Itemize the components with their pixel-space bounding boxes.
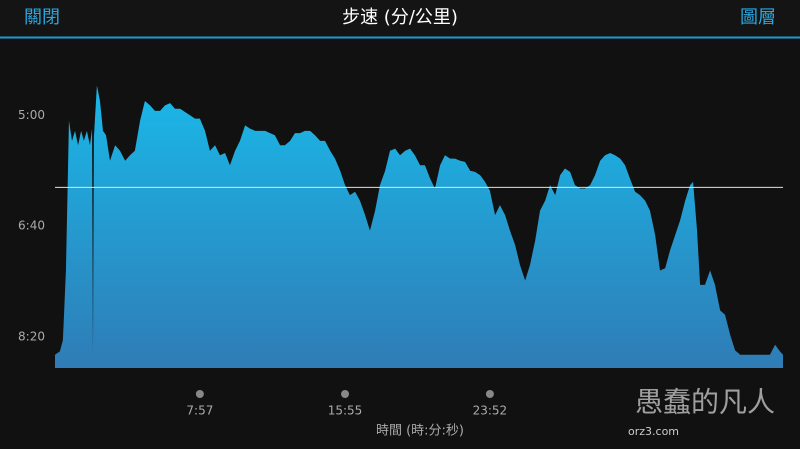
close-button[interactable]: 關閉: [24, 7, 60, 28]
x-tick-dot: [485, 390, 494, 398]
layers-button[interactable]: 圖層: [740, 7, 776, 28]
pace-area: [55, 85, 783, 368]
x-tick-label: 7:57: [186, 404, 213, 418]
x-tick-dot: [195, 390, 204, 398]
x-tick-label: 15:55: [328, 404, 363, 418]
watermark-site: orz3.com: [628, 425, 679, 438]
y-tick-label: 8:20: [18, 329, 45, 343]
y-tick-label: 5:00: [18, 108, 45, 122]
x-tick-dot: [341, 390, 350, 398]
watermark: 愚蠢的凡人: [635, 386, 775, 419]
header-bar: [0, 0, 800, 37]
page-title: 步速 (分/公里): [342, 7, 458, 28]
x-tick-label: 23:52: [473, 404, 508, 418]
y-tick-label: 6:40: [18, 219, 45, 233]
x-axis-label: 時間 (時:分:秒): [376, 424, 464, 439]
